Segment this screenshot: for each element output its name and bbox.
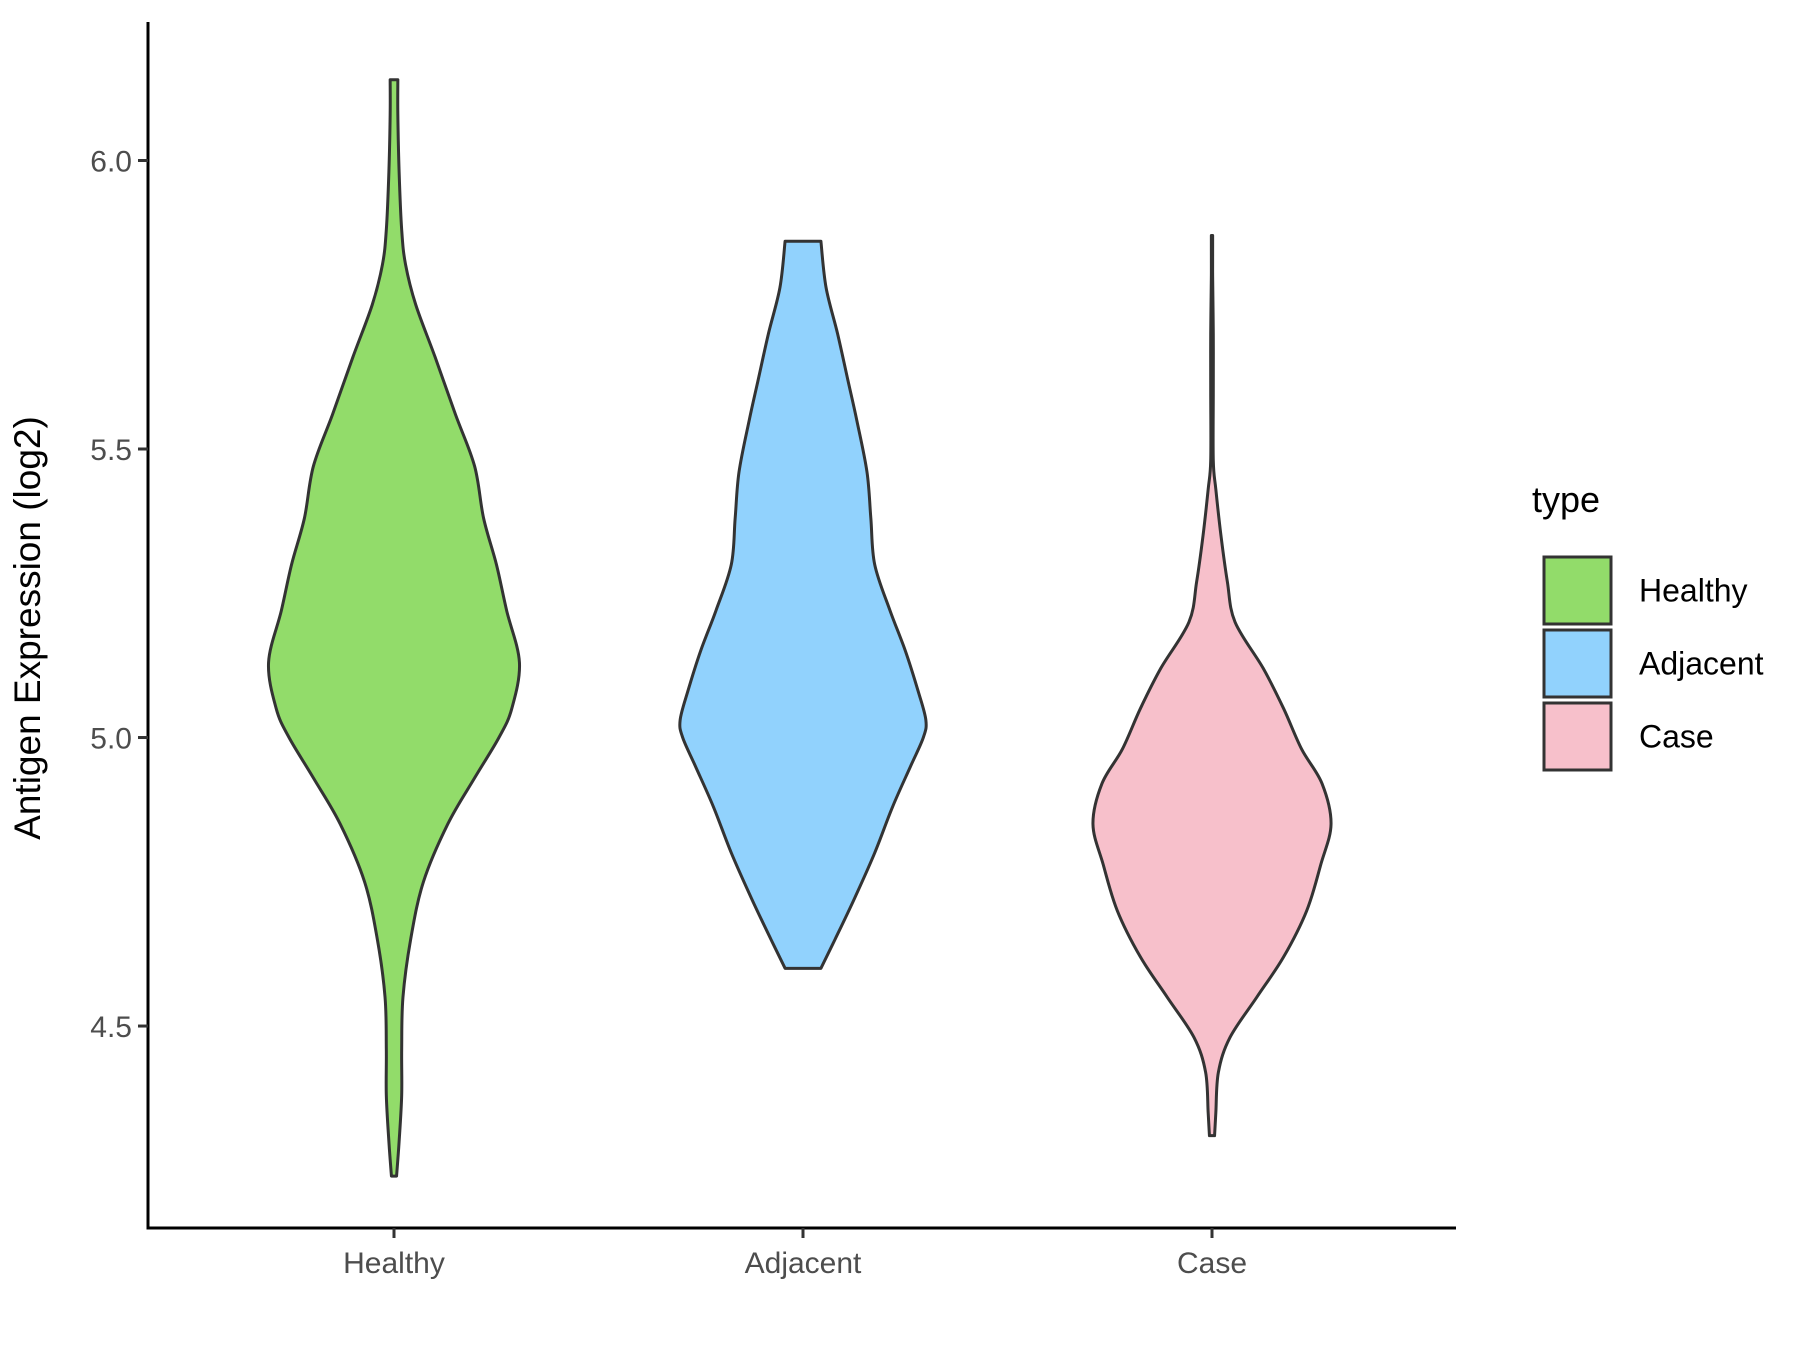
legend-key-case	[1542, 701, 1613, 772]
x-tick-label: Healthy	[343, 1247, 445, 1280]
y-tick-label: 5.5	[90, 434, 132, 467]
legend-key-adjacent	[1542, 628, 1613, 699]
y-axis-title: Antigen Expression (log2)	[7, 416, 48, 840]
legend-key-healthy	[1542, 555, 1613, 626]
violin-healthy	[267, 78, 521, 1178]
legend-label-healthy: Healthy	[1639, 573, 1748, 609]
y-tick-label: 6.0	[90, 145, 132, 178]
legend: type Healthy Adjacent Case	[1532, 479, 1764, 772]
violin-adjacent	[678, 239, 928, 970]
x-tick-label: Adjacent	[745, 1247, 862, 1280]
legend-label-adjacent: Adjacent	[1639, 646, 1764, 682]
axes-layer: 4.5 5.0 5.5 6.0 Healthy Adjacent Case	[90, 22, 1456, 1280]
violin-layer	[267, 78, 1333, 1178]
legend-title: type	[1532, 479, 1600, 520]
legend-label-case: Case	[1639, 719, 1714, 755]
y-tick-label: 5.0	[90, 723, 132, 756]
y-tick-label: 4.5	[90, 1011, 132, 1044]
violin-case	[1091, 234, 1333, 1138]
x-tick-label: Case	[1177, 1247, 1247, 1280]
